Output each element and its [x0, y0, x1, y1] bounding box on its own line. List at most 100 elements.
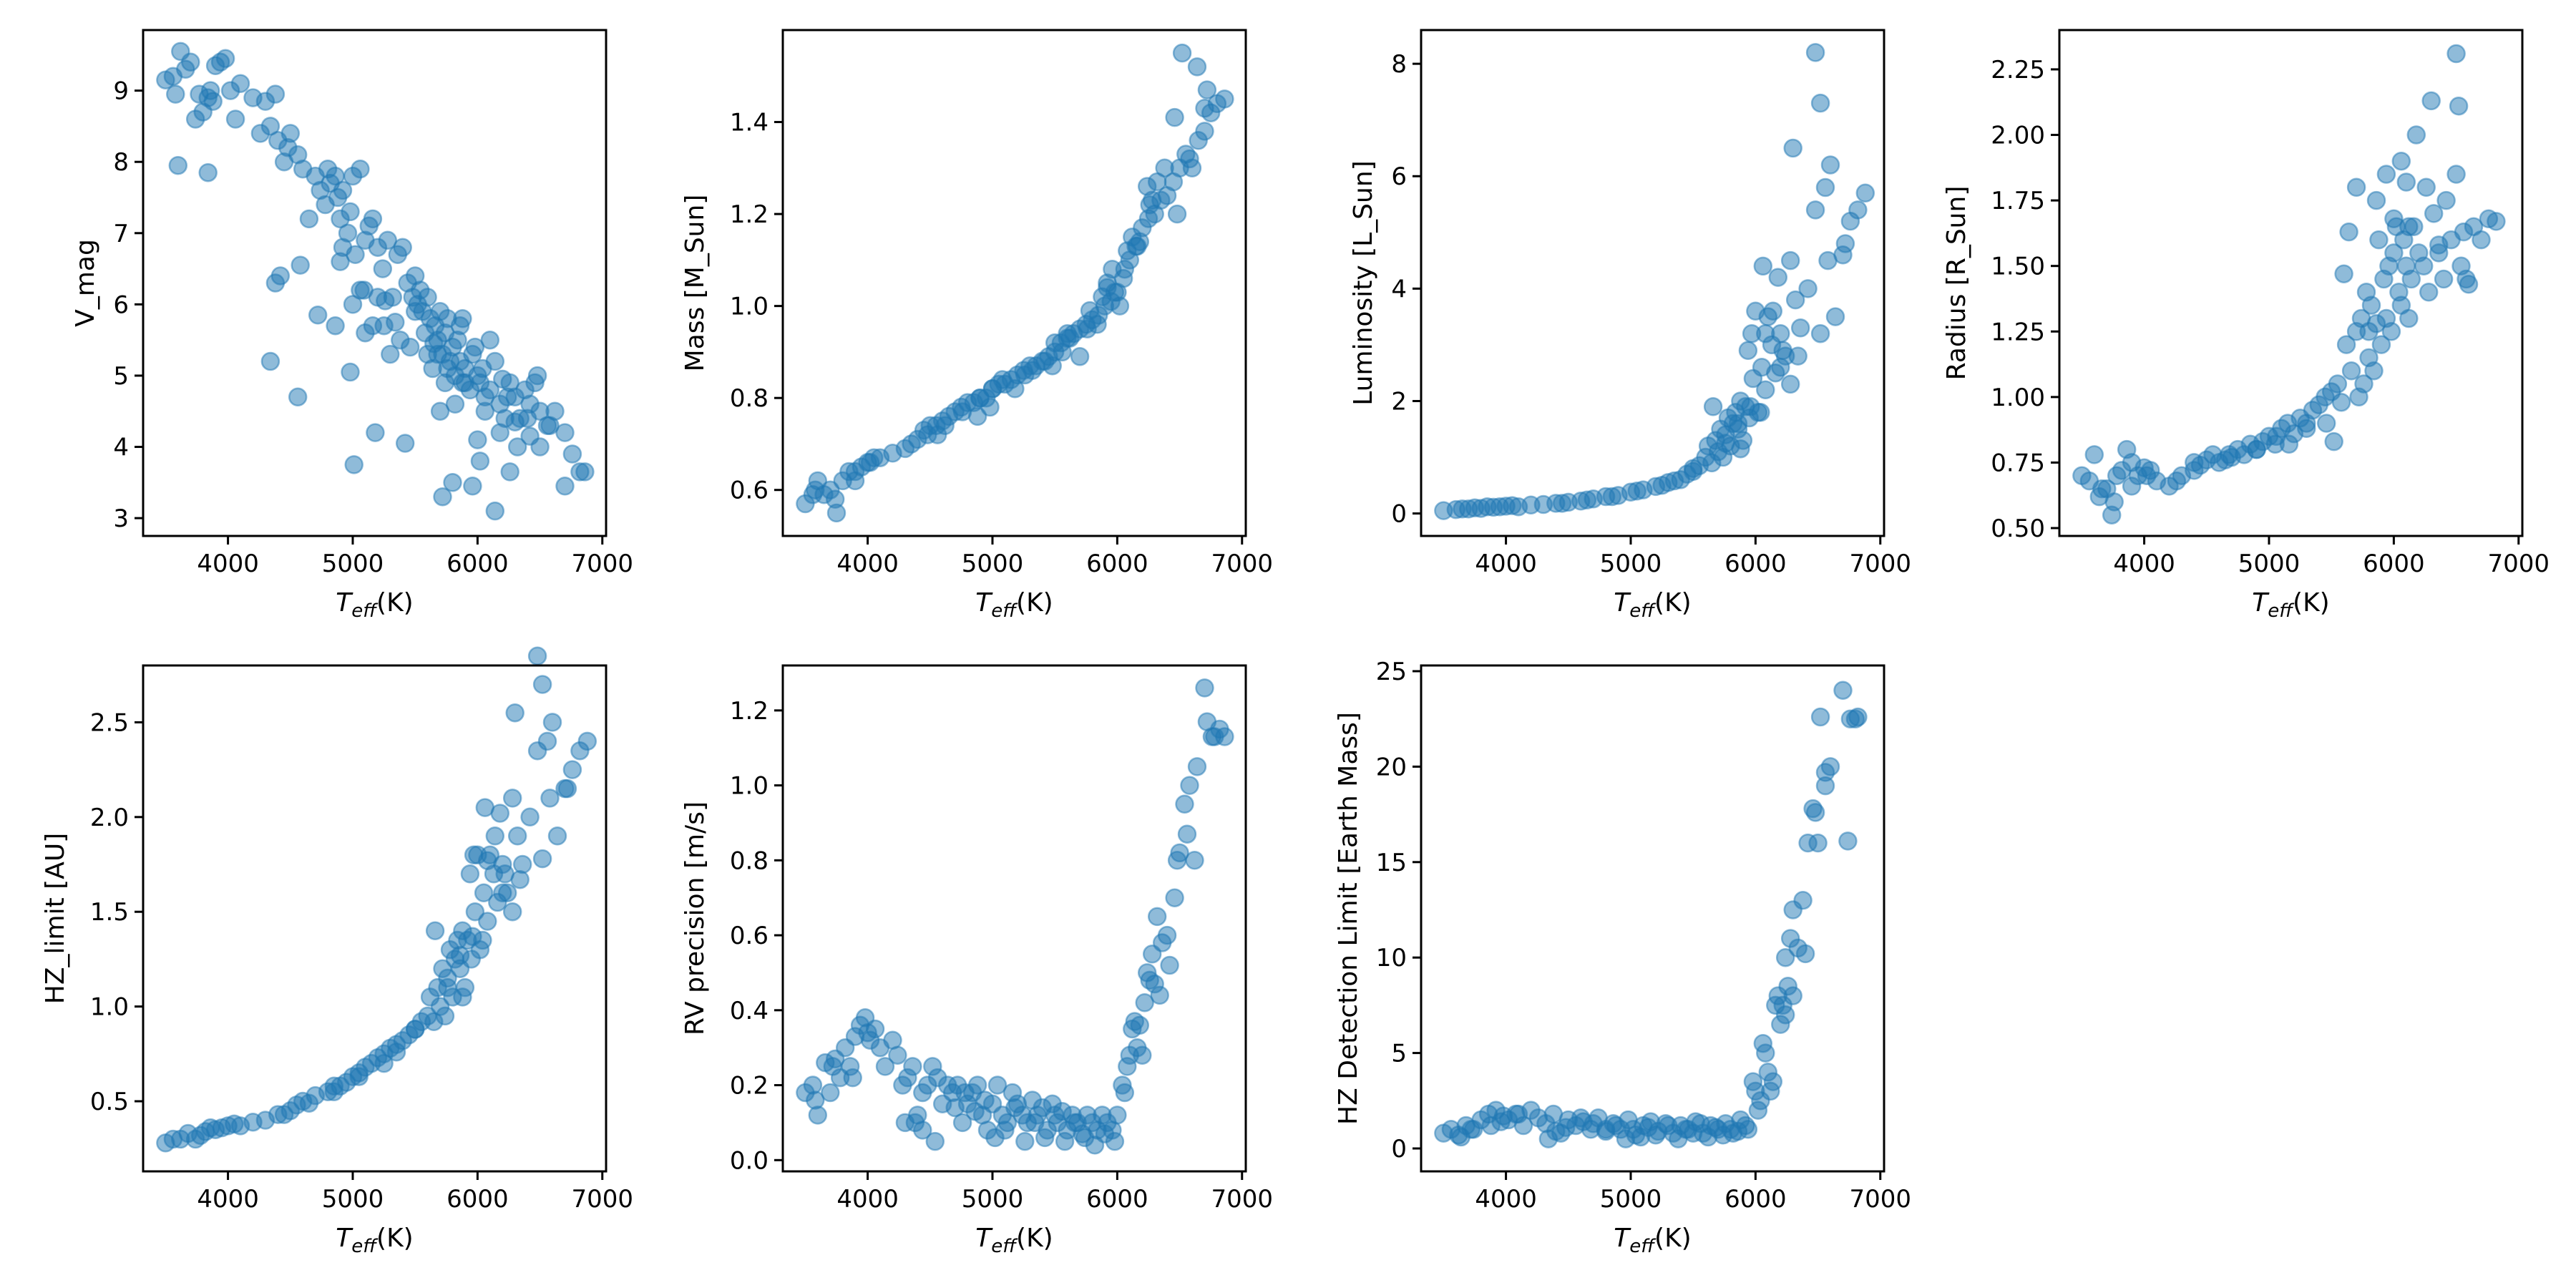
y-tick-label: 1.4: [730, 109, 769, 137]
scatter-point: [1215, 89, 1234, 109]
scatter-point: [1855, 183, 1875, 203]
y-tick-label: 4: [1391, 275, 1407, 303]
x-tick-label: 7000: [1211, 1185, 1274, 1214]
scatter-point: [1780, 374, 1800, 394]
x-tick-label: 6000: [2363, 550, 2425, 578]
scatter-point: [1556, 1118, 1576, 1137]
scatter-point: [987, 1075, 1008, 1095]
scatter-point: [557, 779, 577, 799]
scatter-point: [1058, 323, 1077, 343]
subplot-hz-detection-limit: Teff(K) HZ Detection Limit [Earth Mass] …: [1334, 658, 1911, 1257]
scatter-point: [2381, 322, 2401, 341]
scatter-point: [265, 84, 286, 104]
scatter-point: [381, 344, 400, 364]
x-tick-label: 7000: [1211, 550, 1274, 578]
radius-frame: [2058, 29, 2524, 537]
y-tick-label: 1.2: [730, 200, 769, 229]
x-tick-label: 5000: [962, 1185, 1024, 1214]
scatter-point: [288, 387, 308, 407]
scatter-point: [1756, 380, 1775, 400]
scatter-point: [975, 1091, 995, 1110]
scatter-point: [2424, 204, 2444, 223]
scatter-point: [1756, 323, 1775, 343]
scatter-point: [1795, 944, 1815, 964]
y-tick-label: 0.4: [730, 997, 769, 1025]
scatter-point: [2297, 419, 2316, 439]
y-tick-label: 0: [1391, 500, 1407, 529]
scatter-point: [875, 1057, 895, 1076]
scatter-point: [1552, 494, 1572, 513]
scatter-point: [1602, 487, 1622, 507]
y-tick-label: 5: [113, 362, 129, 391]
scatter-point: [376, 291, 395, 311]
scatter-point: [470, 452, 490, 471]
radius-points: [2072, 44, 2506, 525]
scatter-point: [349, 1067, 369, 1086]
scatter-point: [1798, 279, 1818, 298]
scatter-point: [2339, 222, 2358, 242]
scatter-point: [1155, 158, 1174, 178]
scatter-point: [1748, 1101, 1768, 1120]
rv-precision-points: [796, 678, 1234, 1155]
mass-frame: [781, 29, 1247, 537]
y-tick-label: 0.6: [730, 922, 769, 950]
scatter-point: [2416, 177, 2436, 197]
scatter-point: [166, 84, 185, 104]
scatter-point: [1167, 851, 1187, 870]
ylabel-hz-limit: HZ_limit [AU]: [41, 833, 70, 1004]
scatter-point: [465, 902, 485, 922]
subplot-vmag: Teff(K) V_mag 4000 5000 6000 7000 3 4 5 6 7 8 9: [71, 29, 633, 622]
x-tick-label: 6000: [1086, 1185, 1148, 1214]
scatter-point: [343, 295, 363, 314]
x-tick-label: 4000: [1475, 1185, 1537, 1214]
y-tick-label: 8: [1391, 50, 1407, 79]
scatter-point: [2429, 235, 2449, 255]
scatter-point: [2092, 479, 2112, 499]
scatter-point: [438, 358, 457, 379]
scatter-point: [1005, 379, 1025, 399]
scatter-point: [497, 387, 517, 407]
scatter-point: [555, 477, 575, 496]
subplot-luminosity: Teff(K) Luminosity [L_Sun] 4000 5000 6000 7…: [1349, 29, 1911, 622]
scatter-point: [995, 1121, 1015, 1140]
scatter-point: [1128, 236, 1147, 256]
scatter-point: [845, 471, 865, 491]
scatter-point: [821, 1083, 840, 1103]
scatter-point: [299, 209, 319, 229]
x-tick-label: 7000: [2488, 550, 2550, 578]
scatter-point: [1210, 719, 1229, 739]
scatter-point: [490, 423, 510, 442]
scatter-point: [215, 49, 235, 69]
scatter-point: [547, 826, 567, 846]
scatter-point: [1105, 1131, 1125, 1151]
scatter-point: [2376, 165, 2396, 184]
scatter-point: [2454, 222, 2474, 242]
scatter-point: [1167, 204, 1187, 224]
scatter-point: [1738, 341, 1758, 361]
scatter-point: [473, 358, 492, 379]
y-tick-label: 0.8: [730, 384, 769, 413]
scatter-point: [1015, 1131, 1035, 1151]
scatter-point: [2219, 445, 2239, 464]
scatter-point: [512, 854, 532, 874]
scatter-point: [308, 306, 328, 325]
scatter-point: [445, 394, 465, 414]
scatter-point: [2247, 439, 2266, 459]
scatter-point: [2331, 392, 2351, 412]
scatter-point: [520, 807, 540, 827]
scatter-point: [1761, 1081, 1780, 1101]
hz-limit-points: [156, 646, 597, 1153]
scatter-point: [1753, 1033, 1773, 1053]
scatter-point: [363, 209, 383, 229]
x-tick-label: 7000: [1850, 1185, 1912, 1214]
scatter-point: [474, 883, 494, 903]
scatter-point: [333, 238, 353, 257]
scatter-point: [1835, 234, 1855, 253]
rv-precision-frame: [781, 664, 1247, 1173]
x-tick-label: 6000: [447, 550, 509, 578]
scatter-point: [460, 864, 480, 884]
x-tick-label: 5000: [1600, 550, 1662, 578]
scatter-point: [475, 387, 495, 407]
scatter-point: [1845, 709, 1865, 728]
scatter-point: [450, 945, 470, 965]
